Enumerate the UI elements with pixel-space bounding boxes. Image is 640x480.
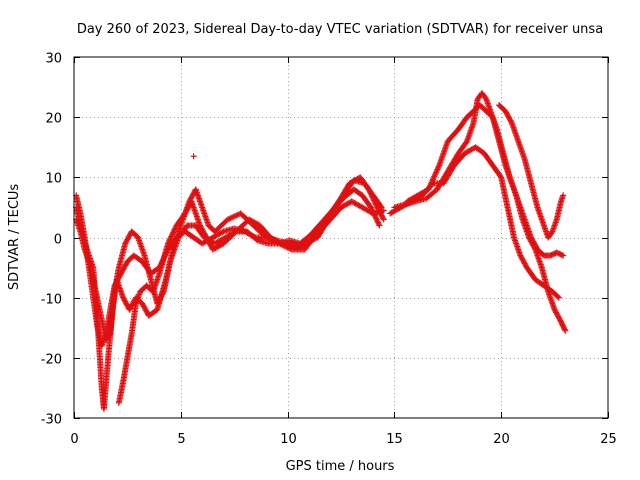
y-axis: -30 -20 -10 0 10 20 30 bbox=[41, 52, 608, 428]
y-tick-label: -20 bbox=[41, 353, 62, 368]
series-satellite-track-H bbox=[496, 102, 567, 241]
data-points bbox=[73, 90, 569, 412]
y-tick-label: 20 bbox=[45, 112, 62, 127]
x-tick-label: 5 bbox=[177, 432, 185, 447]
chart-title: Day 260 of 2023, Sidereal Day-to-day VTE… bbox=[77, 22, 603, 37]
y-tick-label: 30 bbox=[45, 52, 62, 67]
series-satellite-track-F bbox=[387, 144, 562, 301]
series-outliers bbox=[190, 153, 197, 160]
x-tick-label: 0 bbox=[70, 432, 78, 447]
x-tick-label: 20 bbox=[493, 432, 510, 447]
y-tick-label: 10 bbox=[45, 172, 62, 187]
y-axis-label: SDTVAR / TECUs bbox=[7, 184, 22, 291]
y-tick-label: 0 bbox=[54, 233, 62, 248]
grid bbox=[74, 57, 608, 418]
x-tick-label: 25 bbox=[600, 432, 617, 447]
x-axis: 0 5 10 15 20 25 bbox=[70, 57, 617, 447]
y-tick-label: -10 bbox=[41, 293, 62, 308]
y-tick-label: -30 bbox=[41, 413, 62, 428]
series-satellite-track-D bbox=[115, 174, 387, 406]
series-satellite-track-G bbox=[404, 102, 567, 259]
x-tick-label: 10 bbox=[280, 432, 297, 447]
x-axis-label: GPS time / hours bbox=[286, 459, 395, 474]
plot-frame bbox=[73, 56, 609, 419]
x-tick-label: 15 bbox=[386, 432, 403, 447]
